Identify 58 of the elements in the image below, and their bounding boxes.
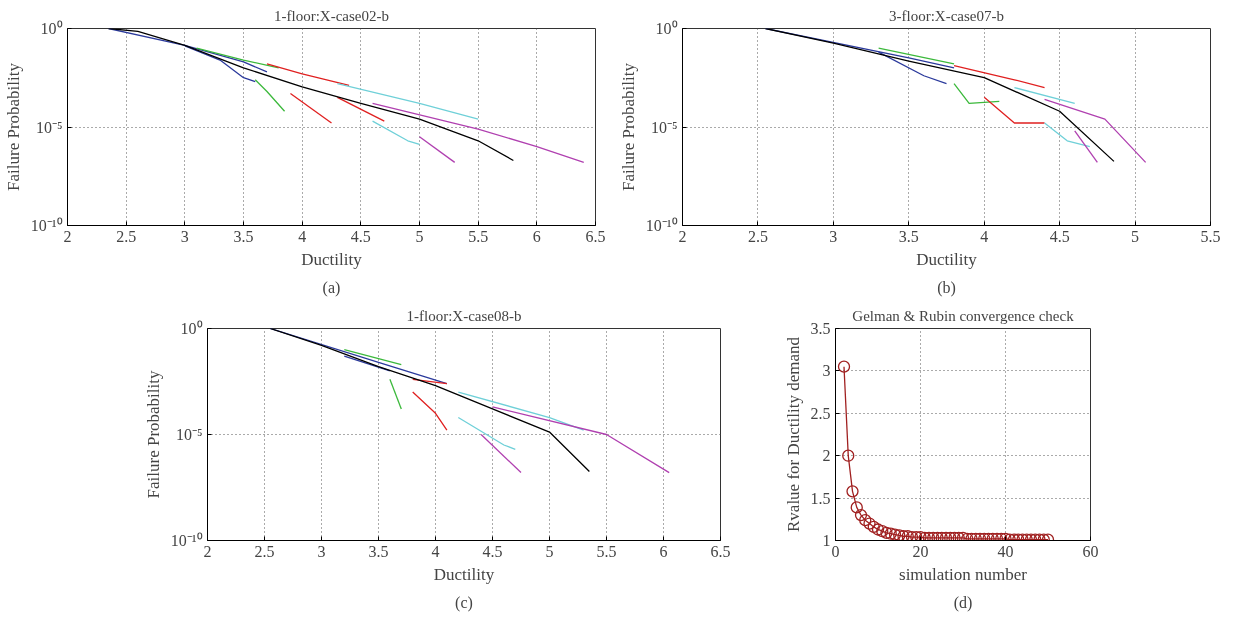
y-tick-label: 10⁻¹⁰ bbox=[170, 532, 203, 549]
x-tick-label: 4.5 bbox=[350, 227, 371, 245]
y-tick-label: 10⁻⁵ bbox=[175, 426, 203, 443]
x-tick-label: 3.5 bbox=[368, 542, 389, 560]
x-tick-label: 3.5 bbox=[898, 227, 919, 245]
y-tick-label: 3 bbox=[822, 362, 831, 380]
y-tick-label: 1 bbox=[822, 532, 831, 549]
x-tick-label: 0 bbox=[831, 542, 840, 560]
x-tick-label: 5.5 bbox=[1200, 227, 1221, 245]
x-tick-label: 40 bbox=[997, 542, 1014, 560]
x-axis-title: Ductility bbox=[433, 564, 495, 584]
y-axis-title: Failure Probability bbox=[3, 62, 23, 191]
y-tick-label: 3.5 bbox=[810, 320, 831, 337]
x-tick-label: 4 bbox=[298, 227, 307, 245]
x-tick-label: 5 bbox=[1131, 227, 1140, 245]
x-tick-label: 3.5 bbox=[233, 227, 254, 245]
x-tick-label: 20 bbox=[912, 542, 929, 560]
x-tick-label: 2.5 bbox=[747, 227, 768, 245]
chart-title: 1-floor:X-case02-b bbox=[274, 7, 389, 24]
x-axis-title: simulation number bbox=[899, 564, 1028, 584]
x-tick-label: 5.5 bbox=[468, 227, 489, 245]
x-tick-label: 4 bbox=[980, 227, 989, 245]
y-tick-label: 10⁰ bbox=[40, 20, 63, 37]
x-tick-label: 4.5 bbox=[1049, 227, 1070, 245]
chart-title: 1-floor:X-case08-b bbox=[406, 307, 522, 324]
y-tick-label: 10⁻⁵ bbox=[650, 118, 678, 136]
x-tick-label: 6 bbox=[532, 227, 541, 245]
x-tick-label: 3 bbox=[317, 542, 326, 560]
x-tick-label: 2.5 bbox=[116, 227, 137, 245]
y-tick-label: 10⁻¹⁰ bbox=[645, 217, 678, 234]
y-tick-label: 10⁰ bbox=[655, 20, 678, 37]
x-tick-label: 6.5 bbox=[710, 542, 731, 560]
y-axis-title: Rvalue for Ductility demand bbox=[783, 336, 803, 532]
y-axis-title: Failure Probability bbox=[618, 62, 638, 191]
y-tick-label: 2.5 bbox=[810, 404, 831, 422]
y-tick-label: 1.5 bbox=[810, 489, 831, 507]
x-tick-label: 4 bbox=[431, 542, 440, 560]
y-axis-title: Failure Probability bbox=[143, 370, 163, 499]
y-tick-label: 2 bbox=[822, 447, 831, 465]
text: (c) bbox=[455, 593, 473, 612]
x-tick-label: 6 bbox=[659, 542, 668, 560]
x-tick-label: 4.5 bbox=[482, 542, 503, 560]
x-axis-title: Ductility bbox=[916, 249, 978, 269]
x-tick-label: 5 bbox=[545, 542, 554, 560]
x-tick-label: 2.5 bbox=[254, 542, 275, 560]
x-tick-label: 5 bbox=[415, 227, 424, 245]
x-tick-label: 6.5 bbox=[585, 227, 606, 245]
x-tick-label: 60 bbox=[1082, 542, 1099, 560]
text: (a) bbox=[322, 278, 341, 297]
x-axis-title: Ductility bbox=[301, 249, 363, 269]
text: (d) bbox=[953, 593, 973, 612]
x-tick-label: 5.5 bbox=[596, 542, 617, 560]
y-tick-label: 10⁻⁵ bbox=[35, 118, 63, 136]
text: (b) bbox=[937, 278, 956, 297]
chart-title: Gelman & Rubin convergence check bbox=[852, 307, 1075, 324]
y-tick-label: 10⁻¹⁰ bbox=[30, 217, 63, 234]
chart-title: 3-floor:X-case07-b bbox=[889, 7, 1004, 24]
y-tick-label: 10⁰ bbox=[180, 320, 203, 337]
